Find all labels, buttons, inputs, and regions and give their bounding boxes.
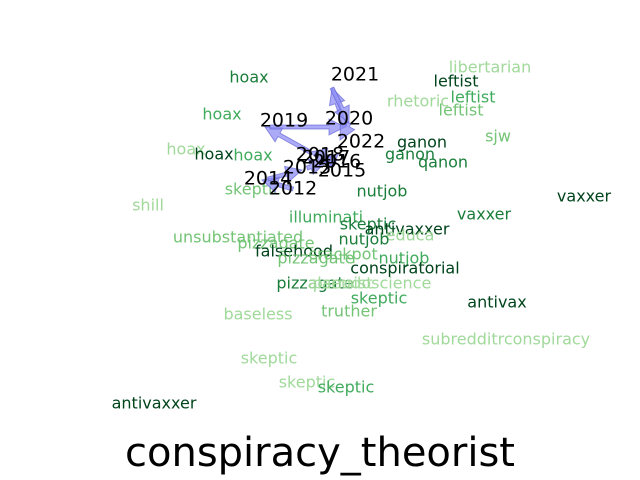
word-label: nutjob <box>339 230 390 249</box>
word-label: sjw <box>485 127 511 146</box>
year-label: 2017 <box>302 147 350 169</box>
word-label: subredditrconspiracy <box>422 330 590 349</box>
trajectory-arrow <box>308 147 330 165</box>
word-label: truther <box>321 302 377 321</box>
word-label: nutjob <box>379 249 430 268</box>
word-label: hoax <box>233 146 272 165</box>
word-label: skeptic <box>318 378 375 397</box>
word-label: baseless <box>223 305 292 324</box>
word-label: unsubstantiated <box>173 228 303 247</box>
word-label: ganon <box>397 133 447 152</box>
year-label: 2013 <box>283 157 331 179</box>
year-label: 2019 <box>260 110 308 132</box>
year-label: 2022 <box>337 131 385 153</box>
word-label: leftist <box>439 101 484 120</box>
trajectory-arrow <box>329 86 350 125</box>
trajectory-arrows <box>260 86 356 194</box>
word-label: hoax <box>166 140 205 159</box>
word-label: leftist <box>451 88 496 107</box>
year-label: 2012 <box>269 178 317 200</box>
word-label: hoax <box>202 105 241 124</box>
year-label: 2018 <box>296 144 344 166</box>
year-label: 2016 <box>313 151 361 173</box>
word-label: hoax <box>194 145 233 164</box>
word-label: vaxxer <box>457 205 512 224</box>
word-label: rhetoric <box>387 92 449 111</box>
word-label: skeptic <box>279 373 336 392</box>
trajectory-arrow <box>264 126 312 155</box>
word-label: illuminati <box>289 208 363 227</box>
word-label: qanon <box>418 153 468 172</box>
chart-title: conspiracy_theorist <box>125 430 515 476</box>
word-label: educa <box>386 226 435 245</box>
word-label: skeptic <box>351 289 408 308</box>
word-label: pizzagate <box>276 274 353 293</box>
word-label: vaxxer <box>557 187 612 206</box>
trajectory-arrow <box>266 165 304 183</box>
word-label: conspiratorial <box>350 259 459 278</box>
word-label: crackpot <box>308 245 377 264</box>
trajectory-arrow <box>327 152 340 170</box>
year-label: 2021 <box>331 64 379 86</box>
word-label: antivax <box>467 293 526 312</box>
word-label: skeptic <box>241 349 298 368</box>
word-label: leftist <box>434 72 479 91</box>
word-label: pizzagate <box>277 249 354 268</box>
year-label: 2014 <box>244 168 292 190</box>
year-label: 2015 <box>318 160 366 182</box>
trajectory-arrow <box>305 158 328 176</box>
word-label: pseudoscience <box>313 274 432 293</box>
word-label: skeptic <box>340 215 397 234</box>
word-label: libertarian <box>449 58 532 77</box>
year-label: 2020 <box>325 108 373 130</box>
word-label: shill <box>132 196 164 215</box>
word-label: ganon <box>385 145 435 164</box>
word-label: alarmist <box>308 274 373 293</box>
word-label: antivaxxer <box>112 394 197 413</box>
word-label: nutjob <box>357 182 408 201</box>
word-label: pizzagate <box>237 234 314 253</box>
word-label: antivaxxer <box>365 220 450 239</box>
word-label: falsehood <box>255 242 333 261</box>
word-label: hoax <box>229 68 268 87</box>
trajectory-arrow <box>269 118 347 136</box>
trajectory-arrow <box>339 121 356 141</box>
